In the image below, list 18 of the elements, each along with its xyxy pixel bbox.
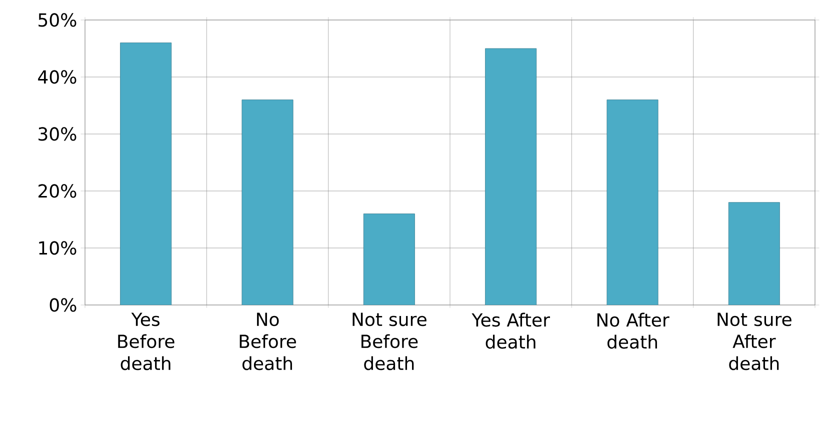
y-tick-label: 40% xyxy=(38,70,76,84)
bar xyxy=(728,202,780,305)
y-tick-label: 10% xyxy=(39,241,76,255)
y-tick-label: 50% xyxy=(38,13,76,27)
bar xyxy=(242,100,294,305)
x-tick-label: No Before death xyxy=(240,312,296,370)
y-tick-label: 20% xyxy=(38,184,76,198)
bar xyxy=(485,48,537,305)
bar xyxy=(363,214,415,305)
y-tick-label: 0% xyxy=(50,298,76,312)
x-tick-label: No After death xyxy=(597,312,670,349)
bar xyxy=(606,100,658,305)
bar xyxy=(120,42,172,305)
x-tick-label: Yes After death xyxy=(472,312,550,349)
x-tick-label: Yes Before death xyxy=(118,312,174,370)
x-tick-label: Not sure Before death xyxy=(352,312,426,370)
y-tick-label: 30% xyxy=(38,127,76,141)
x-tick-label: Not sure After death xyxy=(718,312,792,370)
